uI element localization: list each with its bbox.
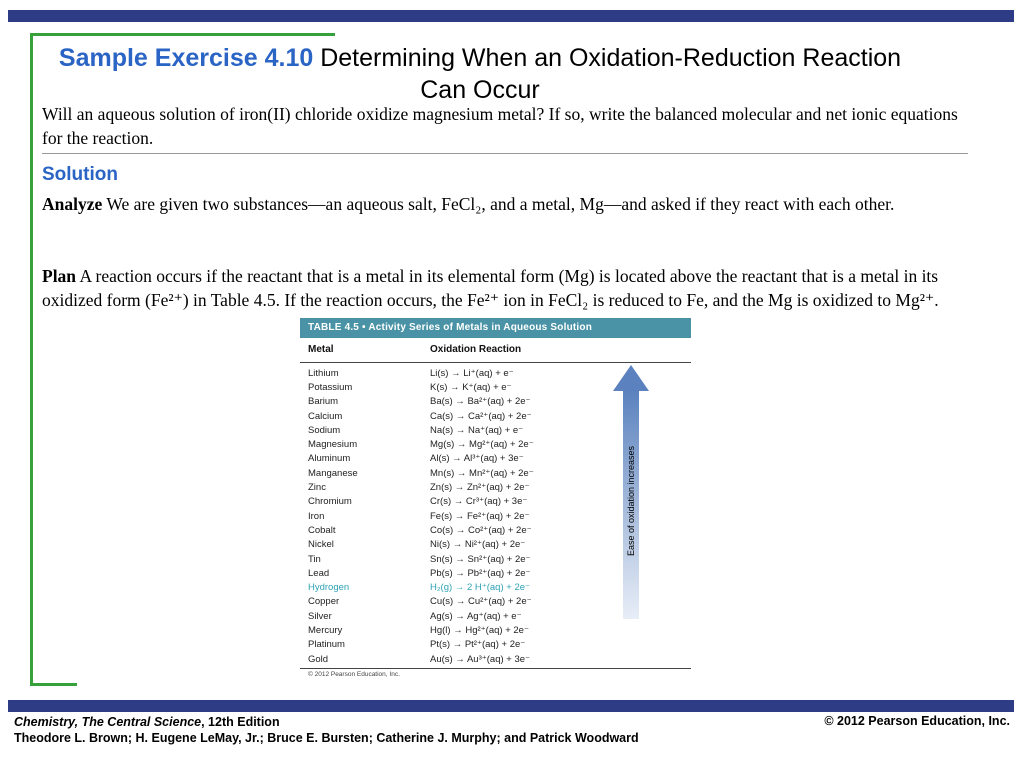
metal-name: Manganese: [308, 467, 358, 479]
oxidation-reaction: Li(s) → Li⁺(aq) + e⁻: [430, 367, 514, 379]
oxidation-reaction: Mg(s) → Mg²⁺(aq) + 2e⁻: [430, 439, 534, 451]
oxidation-reaction: Au(s) → Au³⁺(aq) + 3e⁻: [430, 653, 531, 665]
metal-name: Lithium: [308, 367, 339, 379]
plan-text: A reaction occurs if the reactant that i…: [42, 266, 939, 310]
table-column-headers: Metal Oxidation Reaction: [300, 338, 691, 363]
activity-series-table: TABLE 4.5 • Activity Series of Metals in…: [300, 318, 691, 682]
table-row: Silver Ag(s) → Ag⁺(aq) + e⁻: [308, 609, 691, 623]
table-row: Chromium Cr(s) → Cr³⁺(aq) + 3e⁻: [308, 495, 691, 509]
ease-of-oxidation-arrow: Ease of oxidation increases: [613, 365, 649, 621]
metal-name: Iron: [308, 510, 325, 522]
metal-name: Lead: [308, 567, 330, 579]
top-accent-bar: [8, 10, 1014, 22]
oxidation-reaction: Co(s) → Co²⁺(aq) + 2e⁻: [430, 524, 532, 536]
table-row: Aluminum Al(s) → Al³⁺(aq) + 3e⁻: [308, 452, 691, 466]
oxidation-reaction: Pb(s) → Pb²⁺(aq) + 2e⁻: [430, 567, 531, 579]
metal-name: Platinum: [308, 639, 345, 651]
arrow-shaft: [623, 391, 639, 619]
oxidation-reaction: Ca(s) → Ca²⁺(aq) + 2e⁻: [430, 410, 532, 422]
table-row: Barium Ba(s) → Ba²⁺(aq) + 2e⁻: [308, 395, 691, 409]
green-bracket-left: [30, 33, 33, 686]
metal-name: Silver: [308, 610, 332, 622]
metal-name: Aluminum: [308, 453, 351, 465]
table-row: Sodium Na(s) → Na⁺(aq) + e⁻: [308, 423, 691, 437]
green-bracket-top: [30, 33, 335, 36]
footer-book-title-italic: Chemistry, The Central Science: [14, 715, 202, 729]
table-row: Zinc Zn(s) → Zn²⁺(aq) + 2e⁻: [308, 480, 691, 494]
metal-name: Cobalt: [308, 524, 336, 536]
solution-heading: Solution: [42, 164, 118, 185]
green-bracket-bottom: [30, 683, 77, 686]
metal-name: Tin: [308, 553, 321, 565]
metal-name: Sodium: [308, 424, 341, 436]
table-row: Iron Fe(s) → Fe²⁺(aq) + 2e⁻: [308, 509, 691, 523]
metal-name: Gold: [308, 653, 329, 665]
oxidation-reaction: Ba(s) → Ba²⁺(aq) + 2e⁻: [430, 396, 531, 408]
metal-name: Zinc: [308, 482, 326, 494]
oxidation-reaction: Fe(s) → Fe²⁺(aq) + 2e⁻: [430, 510, 530, 522]
column-header-oxidation-reaction: Oxidation Reaction: [430, 344, 522, 355]
table-header-bar: TABLE 4.5 • Activity Series of Metals in…: [300, 318, 691, 338]
metal-name: Potassium: [308, 381, 353, 393]
oxidation-reaction: Ni(s) → Ni²⁺(aq) + 2e⁻: [430, 539, 526, 551]
table-copyright: © 2012 Pearson Education, Inc.: [308, 671, 400, 679]
table-row: Nickel Ni(s) → Ni²⁺(aq) + 2e⁻: [308, 538, 691, 552]
table-row: Lead Pb(s) → Pb²⁺(aq) + 2e⁻: [308, 566, 691, 580]
analyze-paragraph: Analyze We are given two substances—an a…: [42, 192, 977, 216]
metal-name: Mercury: [308, 624, 343, 636]
footer-book-title: Chemistry, The Central Science, 12th Edi…: [14, 714, 639, 730]
slide-title: Sample Exercise 4.10 Determining When an…: [40, 42, 920, 106]
oxidation-reaction: K(s) → K⁺(aq) + e⁻: [430, 381, 512, 393]
plan-paragraph: Plan A reaction occurs if the reactant t…: [42, 264, 987, 312]
metal-name: Hydrogen: [308, 582, 350, 594]
table-row: Lithium Li(s) → Li⁺(aq) + e⁻: [308, 366, 691, 380]
metal-name: Copper: [308, 596, 340, 608]
table-row: Hydrogen H₂(g) → 2 H⁺(aq) + 2e⁻: [308, 580, 691, 594]
table-row: Potassium K(s) → K⁺(aq) + e⁻: [308, 380, 691, 394]
oxidation-reaction: Mn(s) → Mn²⁺(aq) + 2e⁻: [430, 467, 534, 479]
oxidation-reaction: Cr(s) → Cr³⁺(aq) + 3e⁻: [430, 496, 528, 508]
column-header-metal: Metal: [308, 344, 334, 355]
table-row: Gold Au(s) → Au³⁺(aq) + 3e⁻: [308, 652, 691, 666]
oxidation-reaction: Al(s) → Al³⁺(aq) + 3e⁻: [430, 453, 524, 465]
oxidation-reaction: Zn(s) → Zn²⁺(aq) + 2e⁻: [430, 482, 530, 494]
table-row: Magnesium Mg(s) → Mg²⁺(aq) + 2e⁻: [308, 437, 691, 451]
arrow-label: Ease of oxidation increases: [626, 445, 636, 556]
table-row: Tin Sn(s) → Sn²⁺(aq) + 2e⁻: [308, 552, 691, 566]
metal-name: Magnesium: [308, 439, 358, 451]
oxidation-reaction: Cu(s) → Cu²⁺(aq) + 2e⁻: [430, 596, 532, 608]
oxidation-reaction: Pt(s) → Pt²⁺(aq) + 2e⁻: [430, 639, 526, 651]
metal-name: Nickel: [308, 539, 334, 551]
oxidation-reaction: Ag(s) → Ag⁺(aq) + e⁻: [430, 610, 522, 622]
table-row: Calcium Ca(s) → Ca²⁺(aq) + 2e⁻: [308, 409, 691, 423]
table-row: Manganese Mn(s) → Mn²⁺(aq) + 2e⁻: [308, 466, 691, 480]
oxidation-reaction: H₂(g) → 2 H⁺(aq) + 2e⁻: [430, 582, 531, 594]
footer-authors: Theodore L. Brown; H. Eugene LeMay, Jr.;…: [14, 731, 639, 745]
plan-label: Plan: [42, 266, 77, 286]
title-text: Determining When an Oxidation-Reduction …: [313, 44, 902, 104]
footer-book-and-authors: Chemistry, The Central Science, 12th Edi…: [14, 714, 639, 746]
table-row: Platinum Pt(s) → Pt²⁺(aq) + 2e⁻: [308, 638, 691, 652]
table-row: Mercury Hg(l) → Hg²⁺(aq) + 2e⁻: [308, 623, 691, 637]
metal-name: Calcium: [308, 410, 343, 422]
metal-name: Chromium: [308, 496, 352, 508]
footer-book-edition: , 12th Edition: [201, 715, 280, 729]
analyze-label: Analyze: [42, 194, 103, 214]
exercise-number-label: Sample Exercise 4.10: [58, 44, 314, 72]
oxidation-reaction: Sn(s) → Sn²⁺(aq) + 2e⁻: [430, 553, 531, 565]
oxidation-reaction: Na(s) → Na⁺(aq) + e⁻: [430, 424, 524, 436]
divider-line: [42, 153, 968, 154]
table-row: Cobalt Co(s) → Co²⁺(aq) + 2e⁻: [308, 523, 691, 537]
footer-copyright: © 2012 Pearson Education, Inc.: [824, 714, 1010, 728]
metal-name: Barium: [308, 396, 339, 408]
problem-statement: Will an aqueous solution of iron(II) chl…: [42, 104, 958, 148]
bottom-accent-bar: [8, 700, 1014, 712]
table-rows: Lithium Li(s) → Li⁺(aq) + e⁻ Potassium K(s)…: [300, 363, 691, 670]
oxidation-reaction: Hg(l) → Hg²⁺(aq) + 2e⁻: [430, 624, 529, 636]
analyze-text: We are given two substances—an aqueous s…: [102, 194, 895, 214]
table-row: Copper Cu(s) → Cu²⁺(aq) + 2e⁻: [308, 595, 691, 609]
arrow-up-icon: [613, 365, 649, 391]
